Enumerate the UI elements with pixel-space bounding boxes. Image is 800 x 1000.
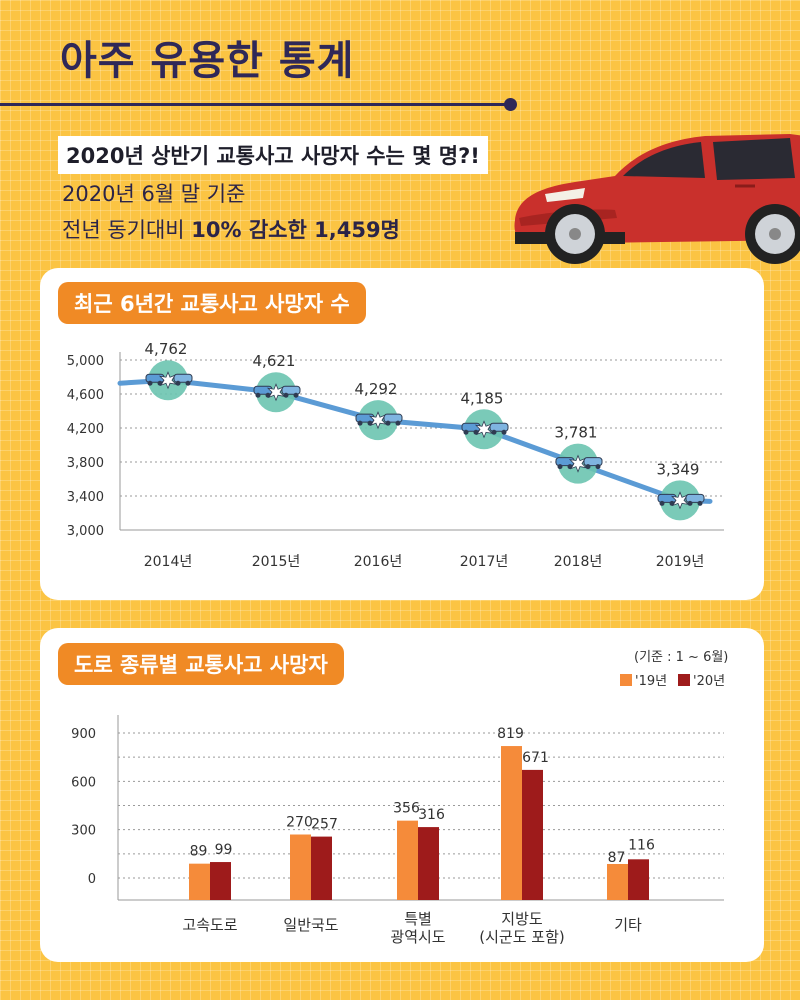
period-note: (기준 : 1 ~ 6월)	[634, 650, 729, 665]
summary-prefix: 전년 동기대비	[62, 218, 192, 242]
legend-swatch-2020	[678, 673, 690, 686]
summary-highlight: 10% 감소한 1,459명	[191, 218, 400, 242]
line-chart-label: 최근 6년간 교통사고 사망자 수	[58, 282, 366, 324]
bar-chart-label: 도로 종류별 교통사고 사망자	[58, 643, 344, 685]
legend-label-2019: '19년	[635, 674, 668, 689]
date-line: 2020년 6월 말 기준	[62, 182, 246, 206]
title-underline-dot	[504, 98, 517, 111]
page-title: 아주 유용한 통계	[60, 38, 355, 84]
headline: 2020년 상반기 교통사고 사망자 수는 몇 명?!	[58, 136, 488, 174]
summary-line: 전년 동기대비 10% 감소한 1,459명	[62, 214, 400, 244]
title-underline	[0, 103, 510, 106]
legend-label-2020: '20년	[693, 674, 726, 689]
legend-2020: '20년	[678, 670, 725, 689]
car-illustration	[505, 122, 800, 276]
legend-swatch-2019	[620, 673, 632, 686]
legend-2019: '19년	[620, 670, 667, 689]
